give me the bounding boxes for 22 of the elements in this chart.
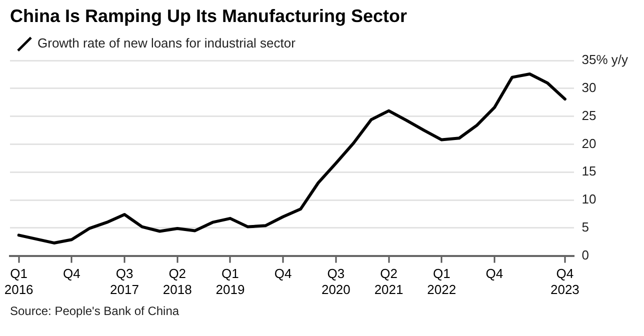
x-tick-label: Q4 2023 [550, 266, 580, 297]
x-tick-label: Q2 2018 [162, 266, 192, 297]
source-note: Source: People's Bank of China [10, 304, 180, 318]
x-tick-label: Q1 2019 [216, 266, 245, 297]
x-tick-label: Q4 [486, 266, 504, 282]
y-tick-label: 20 [582, 136, 596, 151]
chart-title: China Is Ramping Up Its Manufacturing Sector [10, 6, 408, 26]
y-tick-label: 35% y/y [582, 52, 628, 68]
x-tick-label: Q3 2017 [110, 266, 139, 297]
y-tick-label: 0 [582, 247, 589, 262]
legend-label: Growth rate of new loans for industrial sector [38, 36, 296, 51]
x-tick-label: Q4 [274, 266, 292, 282]
x-tick-label: Q3 2020 [321, 266, 350, 297]
y-tick-label: 10 [582, 192, 596, 207]
y-tick-label: 25 [582, 108, 596, 123]
x-tick-label: Q1 2016 [4, 266, 34, 297]
y-tick-label: 15 [582, 164, 596, 179]
x-tick-label: Q4 [62, 266, 80, 282]
y-tick-label: 5 [582, 219, 589, 234]
y-tick-label: 30 [582, 80, 596, 96]
x-tick-label: Q1 2022 [427, 266, 456, 297]
x-tick-label: Q2 2021 [374, 266, 404, 297]
